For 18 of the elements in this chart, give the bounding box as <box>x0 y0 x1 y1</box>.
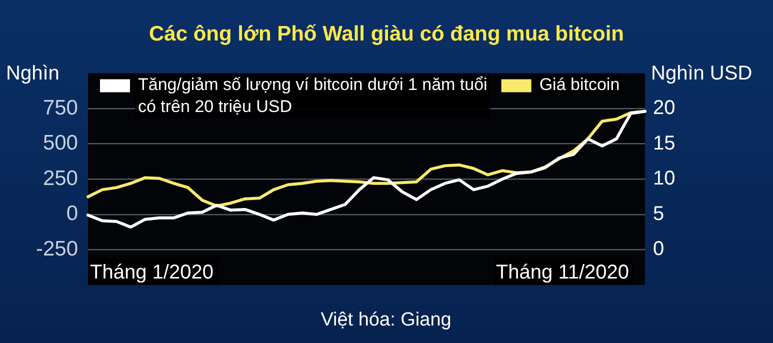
y-tick-label: 750 <box>42 96 78 120</box>
legend-label: Giá bitcoin <box>539 74 620 94</box>
text: Việt hóa: Giang <box>320 310 452 331</box>
y2-tick-label: 10 <box>653 168 676 190</box>
y-tick-label: -250 <box>36 237 78 260</box>
y-tick-label: 0 <box>66 202 78 226</box>
legend-label: Tăng/giảm số lượng ví bitcoin dưới 1 năm tuổi có trên 20 triệu USD <box>138 74 488 116</box>
annotation: Tháng 11/2020 <box>496 262 629 284</box>
annotation: Tháng 1/2020 <box>90 262 214 284</box>
y2-tick-label: 0 <box>653 238 664 260</box>
y-tick-label: 250 <box>42 166 78 190</box>
y2-axis-title: Nghìn USD <box>651 62 752 85</box>
y2-tick-label: 5 <box>653 202 664 225</box>
y2-tick-label: 15 <box>653 132 676 154</box>
y2-tick-label: 20 <box>653 97 676 120</box>
chart-title: Các ông lớn Phố Wall giàu có đang mua bitcoin <box>148 22 624 46</box>
y-tick-label: 500 <box>42 132 78 155</box>
y-axis-title: Nghìn <box>6 62 60 85</box>
